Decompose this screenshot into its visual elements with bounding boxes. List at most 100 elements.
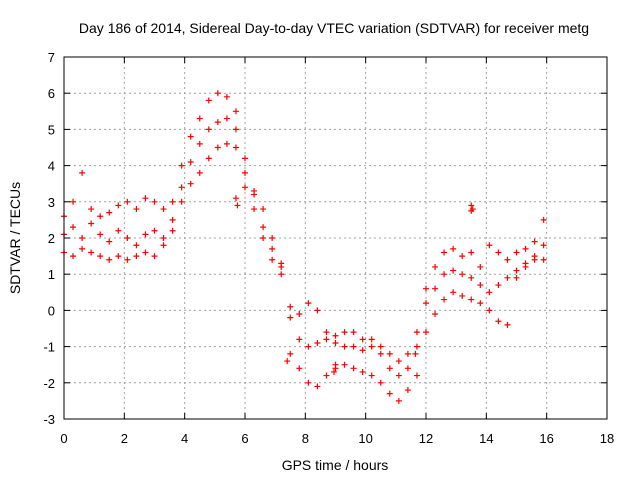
data-point <box>513 274 520 281</box>
data-point <box>531 238 538 245</box>
data-point <box>350 343 357 350</box>
data-point <box>269 245 276 252</box>
data-point <box>350 329 357 336</box>
data-point <box>495 318 502 325</box>
data-point <box>242 169 248 176</box>
data-point <box>88 249 95 256</box>
data-point <box>413 372 420 379</box>
data-point <box>368 372 375 379</box>
data-point <box>260 235 267 241</box>
data-point <box>115 253 122 260</box>
data-point <box>187 158 194 165</box>
data-point <box>504 274 511 281</box>
data-point <box>269 256 276 263</box>
data-point <box>196 140 203 147</box>
x-tick-label: 10 <box>358 431 372 446</box>
series-band-low <box>61 140 547 404</box>
data-point <box>386 350 393 357</box>
data-point <box>232 108 239 115</box>
data-point <box>305 379 312 386</box>
data-point <box>284 358 291 365</box>
data-point <box>160 242 167 249</box>
y-tick-label: 3 <box>48 195 55 210</box>
x-tick-label: 8 <box>302 431 309 446</box>
data-point <box>287 303 294 310</box>
data-point <box>232 126 239 133</box>
data-point <box>469 206 476 213</box>
data-point <box>423 300 429 307</box>
data-point <box>413 343 420 350</box>
data-point <box>251 187 258 194</box>
data-point <box>79 235 86 241</box>
series-band-mid <box>61 115 547 379</box>
data-point <box>242 184 248 191</box>
data-point <box>441 249 448 256</box>
x-tick-label: 18 <box>600 431 614 446</box>
data-point <box>404 387 411 394</box>
plot-frame <box>63 56 608 420</box>
data-point <box>332 365 339 372</box>
data-point <box>169 227 176 234</box>
data-point <box>151 198 158 205</box>
data-point <box>232 144 239 151</box>
series-isolated <box>232 195 476 375</box>
data-point <box>278 260 285 267</box>
data-point <box>412 350 419 357</box>
data-point <box>314 339 321 346</box>
data-point <box>269 235 276 241</box>
data-point <box>486 289 493 296</box>
data-point <box>450 289 457 296</box>
data-point <box>332 339 339 346</box>
data-point <box>495 249 502 256</box>
data-point <box>88 220 95 227</box>
data-point <box>395 372 402 379</box>
data-point <box>377 379 384 386</box>
data-point <box>404 350 411 357</box>
x-axis-label: GPS time / hours <box>282 457 389 473</box>
data-point <box>106 238 113 245</box>
x-tick-label: 14 <box>479 431 493 446</box>
data-point <box>359 368 366 375</box>
data-point <box>341 343 348 350</box>
data-point <box>413 329 420 336</box>
data-point <box>287 314 294 321</box>
data-point <box>504 321 511 328</box>
data-point <box>368 336 375 343</box>
data-point <box>133 253 140 260</box>
data-point <box>97 231 104 238</box>
data-point <box>468 202 475 209</box>
data-point <box>70 224 77 231</box>
data-point <box>441 296 448 303</box>
data-point <box>106 209 113 216</box>
x-tick-label: 6 <box>241 431 248 446</box>
data-point <box>314 307 321 314</box>
data-point <box>296 311 303 318</box>
data-point <box>115 202 122 209</box>
data-point <box>332 332 339 339</box>
y-tick-label: -3 <box>43 412 55 427</box>
data-point <box>124 235 131 241</box>
data-point <box>359 336 366 343</box>
data-point <box>187 133 194 140</box>
data-point <box>423 329 429 336</box>
y-tick-label: 1 <box>48 267 55 282</box>
data-point <box>70 198 77 205</box>
data-point <box>196 115 203 122</box>
data-point <box>133 206 140 213</box>
data-point <box>323 336 330 343</box>
data-point <box>223 93 230 100</box>
data-point <box>495 282 502 289</box>
data-point <box>205 97 212 104</box>
data-point <box>151 253 158 260</box>
data-point <box>205 155 212 162</box>
y-tick-label: -2 <box>43 376 55 391</box>
data-point <box>323 329 330 336</box>
series-band-high <box>61 90 547 365</box>
data-point <box>368 343 375 350</box>
data-point <box>169 216 176 223</box>
y-tick-label: 2 <box>48 231 55 246</box>
data-point <box>450 267 457 274</box>
data-point <box>513 249 520 256</box>
data-point <box>540 216 547 223</box>
